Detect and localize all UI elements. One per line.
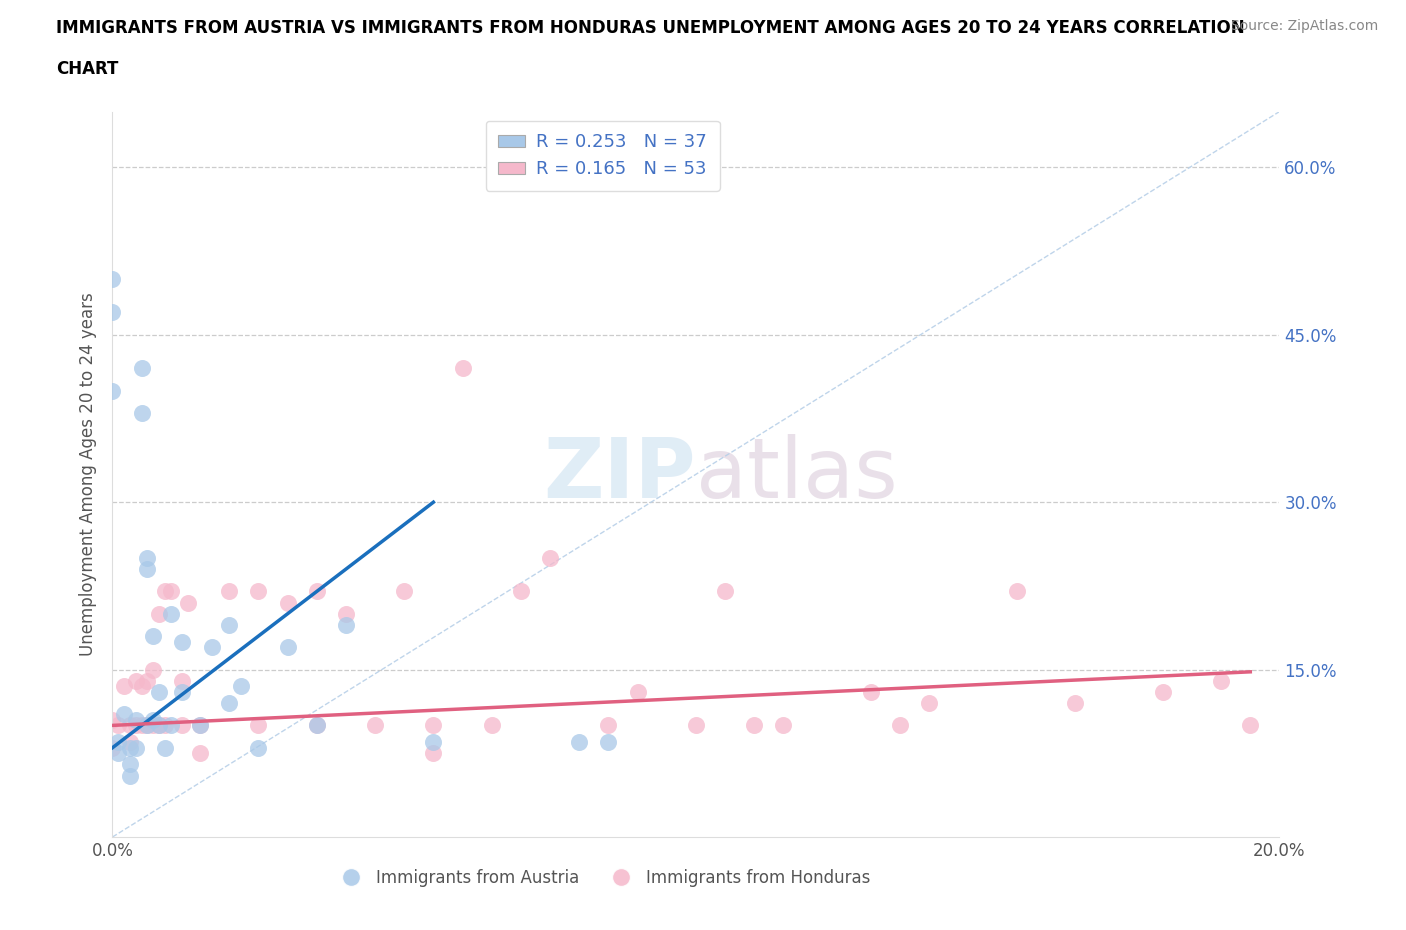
Point — [685, 718, 707, 733]
Point — [276, 640, 298, 655]
Point — [229, 679, 252, 694]
Point — [136, 718, 159, 733]
Point — [118, 735, 141, 750]
Point — [742, 718, 765, 733]
Point — [1005, 584, 1028, 599]
Point — [305, 718, 328, 733]
Point — [218, 618, 240, 632]
Point — [153, 718, 176, 733]
Point — [714, 584, 737, 599]
Point — [107, 718, 129, 733]
Point — [153, 740, 176, 755]
Point — [125, 712, 148, 727]
Point — [160, 584, 183, 599]
Point — [101, 272, 124, 286]
Point — [422, 718, 444, 733]
Y-axis label: Unemployment Among Ages 20 to 24 years: Unemployment Among Ages 20 to 24 years — [79, 292, 97, 657]
Point — [172, 634, 194, 649]
Point — [598, 718, 620, 733]
Point — [142, 662, 165, 677]
Point — [568, 735, 591, 750]
Text: IMMIGRANTS FROM AUSTRIA VS IMMIGRANTS FROM HONDURAS UNEMPLOYMENT AMONG AGES 20 T: IMMIGRANTS FROM AUSTRIA VS IMMIGRANTS FR… — [56, 19, 1244, 36]
Point — [148, 718, 170, 733]
Point — [538, 551, 561, 565]
Point — [136, 562, 159, 577]
Point — [142, 629, 165, 644]
Point — [364, 718, 387, 733]
Point — [481, 718, 503, 733]
Point — [1152, 684, 1174, 699]
Point — [118, 718, 141, 733]
Point — [598, 735, 620, 750]
Point — [148, 718, 170, 733]
Point — [1209, 673, 1232, 688]
Point — [247, 584, 270, 599]
Point — [101, 712, 124, 727]
Point — [172, 684, 194, 699]
Text: Source: ZipAtlas.com: Source: ZipAtlas.com — [1230, 19, 1378, 33]
Point — [422, 735, 444, 750]
Point — [422, 746, 444, 761]
Point — [148, 606, 170, 621]
Point — [101, 305, 124, 320]
Point — [918, 696, 941, 711]
Point — [335, 618, 357, 632]
Point — [125, 718, 148, 733]
Point — [188, 718, 211, 733]
Point — [247, 718, 270, 733]
Point — [188, 718, 211, 733]
Point — [142, 712, 165, 727]
Point — [394, 584, 416, 599]
Text: atlas: atlas — [696, 433, 897, 515]
Point — [131, 718, 153, 733]
Point — [118, 768, 141, 783]
Point — [160, 606, 183, 621]
Point — [118, 757, 141, 772]
Point — [125, 740, 148, 755]
Point — [772, 718, 794, 733]
Point — [112, 679, 135, 694]
Point — [860, 684, 883, 699]
Point — [889, 718, 911, 733]
Point — [201, 640, 224, 655]
Point — [118, 740, 141, 755]
Point — [153, 584, 176, 599]
Point — [112, 707, 135, 722]
Point — [335, 606, 357, 621]
Point — [131, 405, 153, 420]
Text: ZIP: ZIP — [544, 433, 696, 515]
Point — [1064, 696, 1087, 711]
Point — [172, 718, 194, 733]
Point — [107, 746, 129, 761]
Point — [101, 740, 124, 755]
Point — [1239, 718, 1261, 733]
Point — [131, 679, 153, 694]
Point — [136, 551, 159, 565]
Text: CHART: CHART — [56, 60, 118, 78]
Point — [101, 383, 124, 398]
Point — [247, 740, 270, 755]
Point — [172, 673, 194, 688]
Point — [160, 718, 183, 733]
Point — [107, 735, 129, 750]
Point — [136, 718, 159, 733]
Point — [188, 746, 211, 761]
Point — [305, 718, 328, 733]
Point — [148, 684, 170, 699]
Point — [451, 361, 474, 376]
Point — [218, 696, 240, 711]
Point — [131, 361, 153, 376]
Point — [305, 584, 328, 599]
Legend: Immigrants from Austria, Immigrants from Honduras: Immigrants from Austria, Immigrants from… — [328, 863, 877, 894]
Point — [136, 673, 159, 688]
Point — [177, 595, 200, 610]
Point — [142, 718, 165, 733]
Point — [627, 684, 650, 699]
Point — [509, 584, 531, 599]
Point — [125, 673, 148, 688]
Point — [276, 595, 298, 610]
Point — [218, 584, 240, 599]
